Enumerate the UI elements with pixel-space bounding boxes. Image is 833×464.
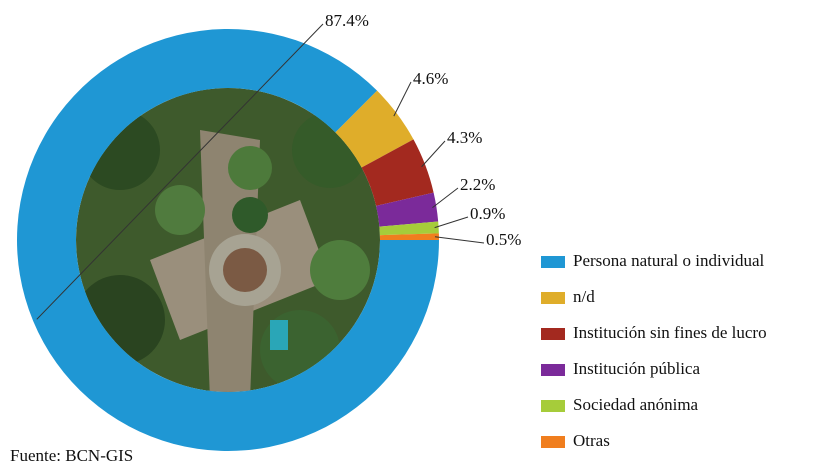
legend-label: Institución pública: [573, 359, 700, 378]
legend-swatch: [541, 256, 565, 268]
leader-line: [434, 236, 485, 244]
legend-swatch: [541, 364, 565, 376]
data-label: 4.3%: [447, 128, 482, 147]
legend-swatch: [541, 328, 565, 340]
leader-line: [393, 81, 412, 117]
data-label: 87.4%: [325, 11, 369, 30]
donut-segment: [379, 221, 439, 236]
donut-segment: [361, 139, 434, 206]
leader-line: [434, 216, 469, 229]
data-label: 0.9%: [470, 204, 505, 223]
leader-line: [432, 187, 459, 208]
data-label: 4.6%: [413, 69, 448, 88]
legend-label: Otras: [573, 431, 610, 450]
data-label: 2.2%: [460, 175, 495, 194]
data-label: 0.5%: [486, 230, 521, 249]
leader-line: [36, 23, 324, 320]
legend-label: Persona natural o individual: [573, 251, 764, 270]
donut-segment: [335, 90, 414, 168]
legend-label: Institución sin fines de lucro: [573, 323, 767, 342]
legend-swatch: [541, 400, 565, 412]
donut-segment: [379, 233, 439, 240]
legend-swatch: [541, 436, 565, 448]
leader-line: [421, 140, 446, 168]
source-note: Fuente: BCN-GIS: [10, 446, 133, 464]
legend-label: Sociedad anónima: [573, 395, 699, 414]
legend-label: n/d: [573, 287, 595, 306]
aerial-photo: [76, 88, 380, 392]
donut-segment: [376, 192, 439, 227]
legend-swatch: [541, 292, 565, 304]
